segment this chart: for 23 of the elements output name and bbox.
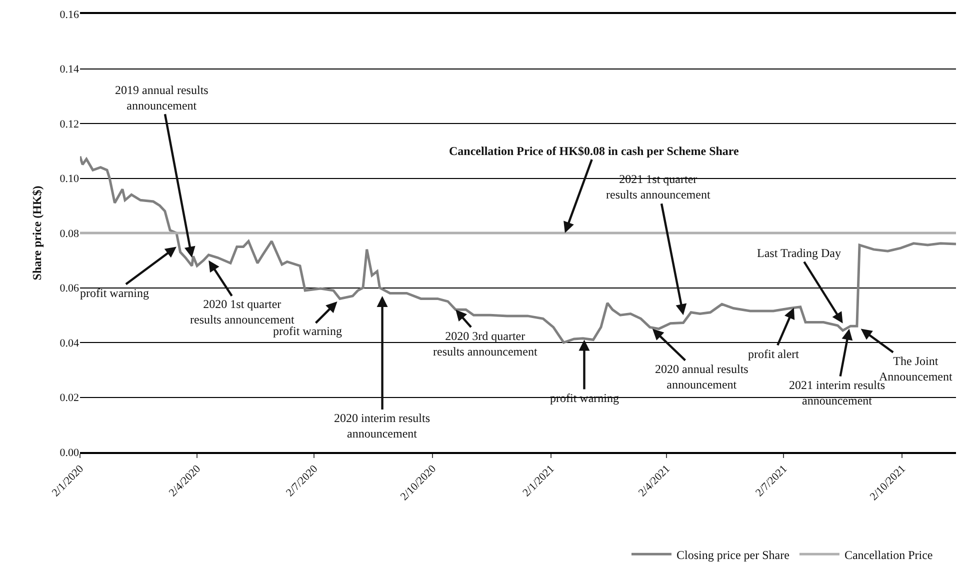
annotation: The Joint Announcement [879, 354, 953, 384]
annotation: Cancellation Price of HK$0.08 in cash per Scheme Share [449, 144, 740, 158]
y-axis-title: Share price (HK$) [30, 186, 44, 280]
y-tick-label: 0.02 [60, 392, 79, 404]
annotation: 2020 interim results announcement [334, 411, 430, 441]
annotation: profit warning [273, 324, 342, 338]
annotation: 2019 annual results announcement [115, 83, 209, 113]
y-tick-label: 0.12 [60, 118, 79, 130]
y-tick-label: 0.10 [60, 173, 80, 186]
y-tick-label: 0.16 [60, 8, 80, 21]
annotation: 2020 3rd quarter results announcement [433, 329, 538, 359]
y-tick-label: 0.14 [60, 64, 80, 76]
annotation: Last Trading Day [757, 246, 841, 260]
annotation: profit alert [748, 347, 800, 361]
y-tick-label: 0.00 [60, 446, 80, 459]
y-tick-label: 0.06 [60, 282, 80, 295]
annotation: 2020 1st quarter results announcement [190, 297, 295, 327]
annotation: profit warning [80, 286, 149, 300]
y-tick-label: 0.08 [60, 228, 80, 240]
annotation: 2020 annual results announcement [655, 362, 749, 392]
legend-label: Closing price per Share [676, 548, 790, 562]
legend-label: Cancellation Price [844, 548, 933, 562]
y-tick-label: 0.04 [60, 337, 80, 350]
